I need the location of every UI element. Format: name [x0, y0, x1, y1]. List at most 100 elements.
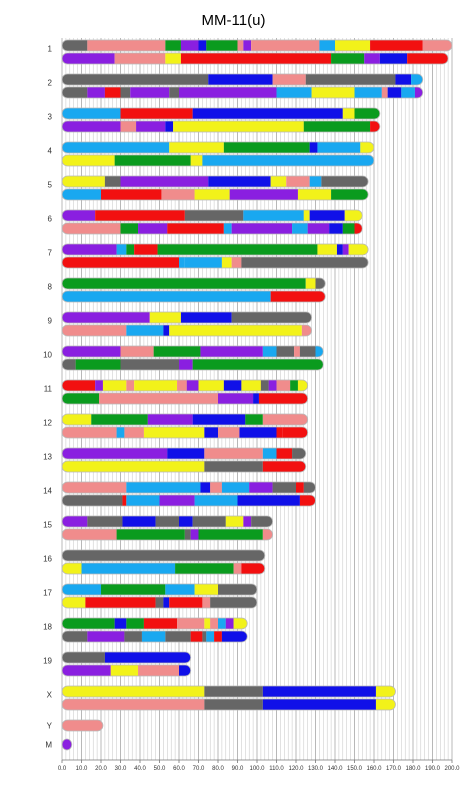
chromosome-19: 19	[43, 651, 192, 677]
segment-yellow	[134, 380, 178, 391]
segment-cyan	[62, 189, 101, 200]
segment-blue	[198, 40, 207, 51]
chromosome-12: 12	[43, 413, 309, 439]
segment-blue	[204, 427, 218, 438]
segment-gray	[202, 631, 207, 642]
segment-gray	[305, 74, 396, 85]
segment-blue	[309, 210, 345, 221]
segment-yellow	[225, 516, 244, 527]
chromosome-outline	[61, 562, 266, 575]
segment-purple	[180, 40, 199, 51]
chromosome-7: 7	[48, 243, 369, 269]
segment-cyan	[165, 584, 195, 595]
chromosome-15: 15	[43, 515, 274, 541]
chromosome-outline	[61, 392, 309, 405]
haplotype-bar	[61, 345, 324, 358]
segment-yellow	[305, 278, 316, 289]
segment-pink	[114, 53, 166, 64]
segment-green	[120, 223, 139, 234]
chromosome-outline	[61, 209, 363, 222]
chromosome-outline	[61, 141, 375, 154]
segment-red	[370, 40, 423, 51]
chromosome-label: 1	[48, 45, 53, 54]
haplotype-bar	[61, 562, 266, 575]
segment-gray	[260, 380, 269, 391]
segment-blue	[208, 176, 271, 187]
segment-yellow	[62, 414, 92, 425]
chromosome-16: 16	[43, 549, 266, 575]
segment-yellow	[233, 618, 248, 629]
segment-yellow	[375, 686, 396, 697]
segment-purple	[95, 380, 103, 391]
segment-gray	[124, 631, 142, 642]
segment-yellow	[335, 40, 371, 51]
segment-cyan	[116, 427, 125, 438]
segment-cyan	[221, 482, 250, 493]
segment-gray	[192, 516, 226, 527]
segment-green	[126, 618, 144, 629]
chromosome-x: X	[47, 685, 396, 711]
segment-cyan	[262, 448, 277, 459]
segment-gray	[204, 699, 263, 710]
chromosome-label: 2	[48, 79, 53, 88]
segment-red	[370, 121, 380, 132]
chromosome-y: Y	[47, 719, 104, 732]
chromosome-outline	[61, 596, 258, 609]
segment-purple	[62, 244, 117, 255]
segment-gray	[169, 87, 179, 98]
segment-purple	[62, 346, 121, 357]
haplotype-bar	[61, 175, 369, 188]
haplotype-bar	[61, 209, 363, 222]
haplotype-bar	[61, 630, 248, 643]
haplotype-bar	[61, 515, 274, 528]
segment-gray	[62, 74, 209, 85]
segment-green	[157, 244, 318, 255]
chromosome-outline	[61, 52, 449, 65]
segment-gray	[321, 176, 369, 187]
chromosome-outline	[61, 630, 248, 643]
chromosome-label: 5	[48, 181, 53, 190]
segment-blue	[179, 516, 193, 527]
chromosome-outline	[61, 426, 309, 439]
segment-cyan	[218, 618, 226, 629]
segment-yellow	[165, 53, 181, 64]
segment-gray	[241, 257, 369, 268]
segment-red	[169, 597, 203, 608]
segment-pink	[231, 257, 242, 268]
segment-gray	[165, 631, 191, 642]
segment-cyan	[126, 325, 164, 336]
segment-green	[62, 393, 100, 404]
segment-green	[331, 53, 365, 64]
chromosome-label: 10	[43, 351, 52, 360]
segment-cyan	[126, 495, 160, 506]
segment-purple	[120, 176, 209, 187]
segment-blue	[379, 53, 408, 64]
segment-yellow	[102, 380, 127, 391]
chromosome-label: 16	[43, 555, 52, 564]
segment-blue	[336, 244, 343, 255]
segment-pink	[62, 223, 121, 234]
chromosome-outline	[61, 460, 307, 473]
segment-yellow	[62, 686, 205, 697]
segment-blue	[163, 325, 170, 336]
haplotype-bar	[61, 222, 363, 235]
segment-purple	[268, 380, 277, 391]
segment-purple	[87, 631, 125, 642]
segment-red	[95, 210, 185, 221]
segment-gray	[204, 686, 263, 697]
segment-pink	[294, 346, 300, 357]
segment-pink	[138, 665, 179, 676]
segment-blue	[223, 380, 242, 391]
segment-purple	[62, 448, 168, 459]
segment-purple	[218, 393, 254, 404]
segment-purple	[179, 359, 193, 370]
segment-green	[223, 142, 310, 153]
segment-gray	[210, 597, 257, 608]
segment-yellow	[204, 618, 211, 629]
segment-red	[270, 291, 326, 302]
segment-purple	[186, 380, 199, 391]
haplotype-bar	[61, 107, 381, 120]
x-tick-label: 80.0	[212, 766, 224, 772]
